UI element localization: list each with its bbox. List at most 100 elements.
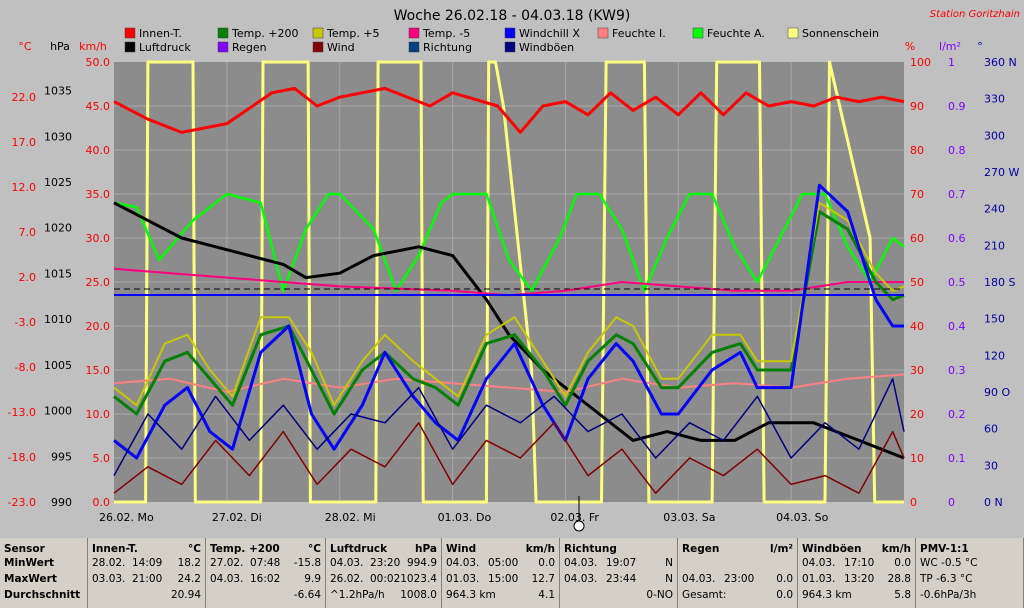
deg-tick-1: 330: [984, 93, 1005, 106]
x-tick-4: 02.03. Fr: [550, 511, 599, 524]
hpa-tick-2: 1025: [44, 176, 72, 189]
stats-cell: TP -6.3 °C: [920, 573, 973, 585]
kmh-tick-4: 30.0: [86, 232, 111, 245]
legend-swatch-9: [217, 41, 229, 53]
series-line-10: [113, 378, 905, 476]
lm2-tick-5: 0.5: [948, 276, 966, 289]
stats-cell: ^1.2hPa/h: [330, 589, 385, 601]
x-tick-2: 28.02. Mi: [325, 511, 376, 524]
stats-row: TP -6.3 °C: [920, 572, 1019, 586]
stats-cell: 19:07: [606, 557, 637, 569]
percent-tick-3: 70: [910, 188, 924, 201]
stats-row: 04.03. 05:00 0.0: [446, 556, 555, 570]
x-tick-0: 26.02. Mo: [99, 511, 154, 524]
stats-cell: 1008.0: [400, 589, 437, 601]
stats-unit: hPa: [415, 543, 437, 555]
stats-row: MinWert: [4, 556, 83, 570]
unit-celsius: °C: [18, 40, 32, 53]
percent-tick-8: 20: [910, 408, 924, 421]
legend-label-3: Temp. -5: [422, 27, 470, 40]
stats-row: -0.6hPa/3h: [920, 588, 1019, 602]
legend-swatch-0: [124, 27, 136, 39]
celsius-tick-7: -13.0: [8, 406, 36, 419]
lm2-tick-3: 0.7: [948, 188, 966, 201]
stats-header: PMV-1:1: [920, 543, 969, 555]
weather-chart: Woche 26.02.18 - 04.03.18 (KW9) Station …: [7, 8, 1020, 532]
kmh-tick-5: 25.0: [86, 276, 111, 289]
stats-column-4: Wind km/h 04.03. 05:00 0.0 01.03. 15:00 12.7 964…: [442, 538, 560, 608]
stats-row: 04.03. 23:00 0.0: [682, 572, 793, 586]
celsius-tick-8: -18.0: [8, 451, 36, 464]
stats-row: MaxWert: [4, 572, 83, 586]
stats-row: 964.3 km 5.8: [802, 588, 911, 602]
x-tick-5: 03.03. Sa: [663, 511, 715, 524]
stats-cell: 04.03.: [446, 557, 480, 569]
celsius-tick-2: 12.0: [12, 181, 37, 194]
percent-tick-5: 50: [910, 276, 924, 289]
stats-row: WC -0.5 °C: [920, 556, 1019, 570]
celsius-tick-6: -8.0: [15, 361, 36, 374]
kmh-tick-9: 5.0: [93, 452, 111, 465]
legend-label-8: Luftdruck: [139, 41, 191, 54]
stats-cell: 04.03.: [210, 573, 244, 585]
time-cursor-handle[interactable]: [573, 520, 585, 532]
stats-cell: 00:02: [370, 573, 401, 585]
stats-cell: 964.3 km: [446, 589, 496, 601]
stats-row: Gesamt: 0.0: [682, 588, 793, 602]
stats-cell: WC -0.5 °C: [920, 557, 978, 569]
hpa-tick-4: 1015: [44, 267, 72, 280]
stats-cell: 01.03.: [446, 573, 480, 585]
stats-cell: -6.64: [293, 589, 321, 601]
stats-cell: 23:44: [606, 573, 637, 585]
stats-cell: 04.03.: [564, 557, 598, 569]
legend-label-6: Feuchte A.: [707, 27, 765, 40]
legend-swatch-4: [504, 27, 516, 39]
celsius-tick-3: 7.0: [19, 226, 37, 239]
lm2-tick-6: 0.4: [948, 320, 966, 333]
x-tick-1: 27.02. Di: [212, 511, 262, 524]
legend-label-5: Feuchte I.: [612, 27, 666, 40]
stats-cell: 28.8: [887, 573, 911, 585]
stats-cell: 964.3 km: [802, 589, 852, 601]
stats-column-7: Windböen km/h 04.03. 17:10 0.0 01.03. 13:20 28.…: [798, 538, 916, 608]
stats-cell: -15.8: [293, 557, 321, 569]
unit-lm2: l/m²: [939, 40, 961, 53]
stats-cell: 4.1: [538, 589, 555, 601]
stats-cell: 9.9: [304, 573, 321, 585]
stats-cell: 05:00: [488, 557, 519, 569]
stats-cell: 14:09: [132, 557, 163, 569]
hpa-tick-7: 1000: [44, 405, 72, 418]
legend-label-1: Temp. +200: [231, 27, 299, 40]
percent-tick-0: 100: [910, 56, 931, 69]
stats-unit: °C: [308, 543, 321, 555]
stats-cell: 0.0: [894, 557, 911, 569]
stats-cell: 0.0: [538, 557, 555, 569]
stats-cell: 15:00: [488, 573, 519, 585]
stats-header: Sensor: [4, 543, 45, 555]
percent-tick-9: 10: [910, 452, 924, 465]
station-label: Station Goritzhain: [930, 9, 1020, 20]
stats-cell: 21:00: [132, 573, 163, 585]
stats-row: Durchschnitt: [4, 588, 83, 602]
stats-cell: 1023.4: [400, 573, 437, 585]
stats-cell: 13:20: [844, 573, 875, 585]
percent-tick-7: 30: [910, 364, 924, 377]
stats-cell: 03.03.: [92, 573, 126, 585]
x-tick-6: 04.03. So: [776, 511, 828, 524]
x-tick-3: 01.03. Do: [438, 511, 492, 524]
chart-title: Woche 26.02.18 - 04.03.18 (KW9): [394, 8, 631, 24]
legend-label-11: Richtung: [423, 41, 472, 54]
percent-tick-2: 80: [910, 144, 924, 157]
stats-cell: 23:00: [724, 573, 755, 585]
deg-tick-0: 360 N: [984, 56, 1017, 69]
stats-cell: 994.9: [406, 557, 437, 569]
stats-cell: 27.02.: [210, 557, 244, 569]
stats-header: Windböen: [802, 543, 862, 555]
legend-label-2: Temp. +5: [326, 27, 380, 40]
deg-tick-9: 90 O: [984, 386, 1010, 399]
stats-cell: 0.0: [776, 589, 793, 601]
kmh-tick-10: 0.0: [93, 496, 111, 509]
lm2-tick-7: 0.3: [948, 364, 966, 377]
lm2-tick-8: 0.2: [948, 408, 966, 421]
stats-table: Sensor MinWert MaxWert Durchschnitt Innen-T.…: [0, 538, 1024, 608]
